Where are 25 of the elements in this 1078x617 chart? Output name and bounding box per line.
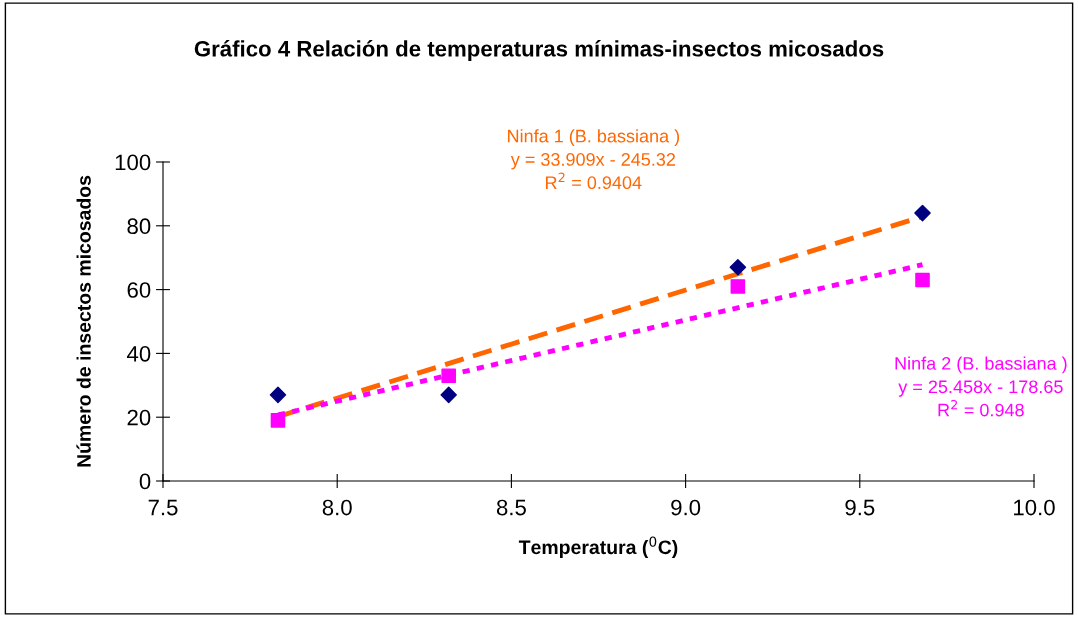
y-tick-label: 80	[127, 218, 151, 235]
annotation: Ninfa 2 (B. bassiana ) y = 25.458x - 178.65 R$^{2}$ = 0.948	[895, 356, 1067, 417]
point	[730, 279, 746, 294]
point	[270, 413, 286, 428]
y-tick-label: 60	[127, 282, 151, 298]
y-axis-title: Número de insectos micosados	[76, 175, 91, 467]
point	[440, 386, 457, 404]
y-tick-label: 0	[139, 473, 151, 490]
point	[269, 386, 287, 404]
y-tick-label: 100	[115, 154, 151, 171]
x-tick-label: 7.5	[148, 499, 178, 516]
x-tick-label: 9.5	[845, 499, 875, 516]
chart-title: Gráfico 4 Relación de temperaturas mínimas-insectos micosados	[194, 40, 884, 62]
point	[441, 368, 456, 384]
y-tick-label: 20	[127, 409, 151, 426]
x-axis-title: Temperatura ($^{0}$C)	[518, 536, 678, 559]
x-tick-label: 9.0	[671, 499, 701, 516]
x-tick-label: 8.5	[496, 499, 526, 516]
x-tick-label: 8.0	[322, 499, 352, 516]
point	[915, 272, 930, 288]
annotation: Ninfa 1 (B. bassiana ) y = 33.909x - 245.32 R$^{2}$ = 0.9404	[508, 129, 680, 190]
point	[729, 258, 747, 276]
x-tick-label: 10.0	[1014, 499, 1055, 516]
point	[914, 204, 931, 222]
y-tick-label: 40	[126, 345, 151, 362]
